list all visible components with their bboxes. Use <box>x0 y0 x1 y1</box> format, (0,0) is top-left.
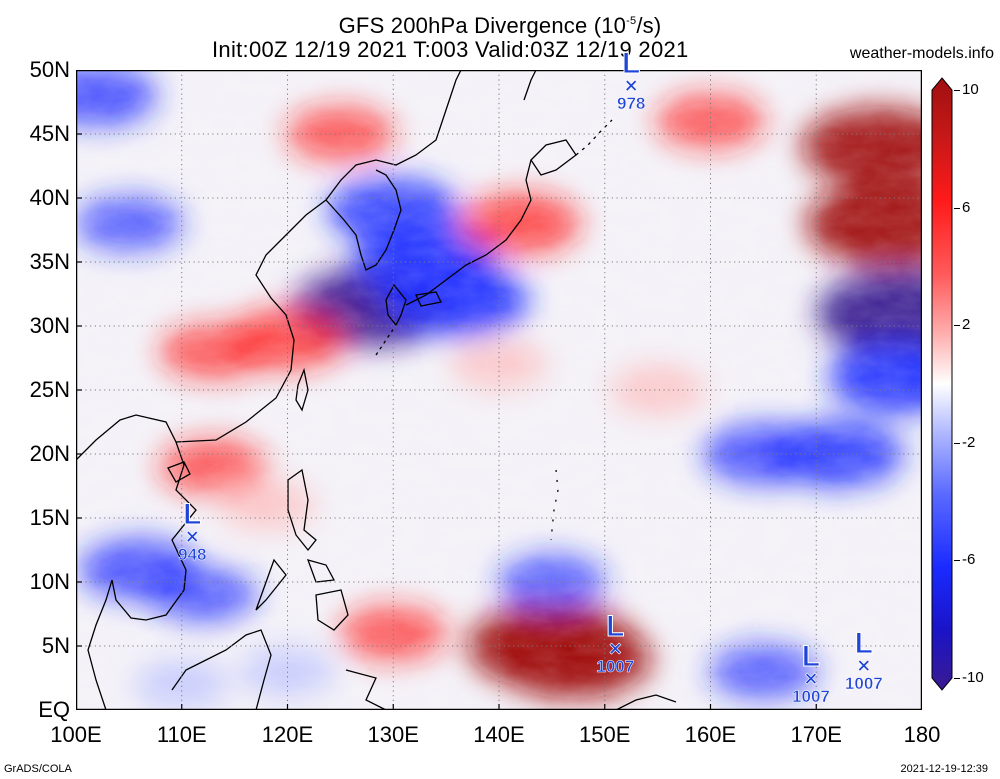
coastline-sakhalin <box>523 70 537 101</box>
low-center-icon: × <box>608 636 622 662</box>
source-label: weather-models.info <box>849 45 994 62</box>
lon-tick-label: 110E <box>156 722 207 747</box>
low-letter: L <box>854 627 873 661</box>
low-948: L × 948 <box>162 497 222 564</box>
low-pressure-value: 948 <box>178 544 207 564</box>
map-panel <box>76 70 922 710</box>
lat-tick-label: 20N <box>29 441 70 466</box>
lon-tick-label: 100E <box>50 722 102 747</box>
coastline-new-guinea <box>615 694 677 710</box>
lat-tick-label: 5N <box>41 633 70 658</box>
lon-tick-label: 120E <box>261 722 314 747</box>
coastline-taiwan <box>295 367 309 412</box>
coastline-sulawesi <box>345 669 387 710</box>
lat-lon-grid <box>76 70 922 710</box>
lon-tick-label: 160E <box>684 722 737 747</box>
lat-tick-label: 30N <box>29 313 70 338</box>
coastline-visayas <box>306 559 336 583</box>
footer-timestamp: 2021-12-19-12:39 <box>900 763 988 775</box>
colorbar-tick-label: -10 <box>962 669 984 686</box>
lat-tick-label: 10N <box>29 569 70 594</box>
coastline-mindanao <box>315 589 349 631</box>
colorbar-tick-mark <box>954 90 960 91</box>
coastline-hainan <box>167 461 191 483</box>
lat-tick-label: 45N <box>29 121 70 146</box>
low-letter: L <box>622 47 641 81</box>
lon-tick-label: 140E <box>473 722 525 747</box>
coastline-luzon <box>287 468 317 552</box>
colorbar-tick-mark <box>954 442 960 444</box>
colorbar <box>931 77 953 691</box>
lat-tick-label: EQ <box>38 697 70 722</box>
low-1007-c: L × 1007 <box>834 627 894 694</box>
low-center-icon: × <box>624 73 638 99</box>
lat-tick-label: 40N <box>29 185 70 210</box>
low-center-icon: × <box>857 653 871 679</box>
lat-tick-label: 35N <box>29 249 70 274</box>
colorbar-tick-mark <box>954 678 960 679</box>
colorbar-tick-label: -2 <box>962 433 976 451</box>
coastline-japan-kyushu <box>385 283 407 327</box>
lon-tick-label: 130E <box>367 722 419 747</box>
axis-tick-marks <box>76 70 922 710</box>
footer-credit: GrADS/COLA <box>4 763 72 775</box>
colorbar-tick-mark <box>954 207 960 209</box>
coastline-mainland-asia <box>76 414 197 710</box>
low-letter: L <box>801 639 821 673</box>
coastline-palawan <box>255 558 287 611</box>
chart-subtitle: Init:00Z 12/19 2021 T:003 Valid:03Z 12/1… <box>212 37 689 62</box>
coastline-japan-shikoku <box>415 291 442 307</box>
lon-tick-label: 170E <box>790 722 842 747</box>
low-pressure-value: 978 <box>617 94 646 114</box>
divergence-map <box>76 70 922 710</box>
chart-title: GFS 200hPa Divergence (10-5/s) <box>338 13 662 38</box>
low-1007-b: L × 1007 <box>781 639 841 706</box>
colorbar-tick-mark <box>954 325 960 327</box>
low-pressure-value: 1007 <box>844 674 883 694</box>
colorbar-tick-mark <box>954 560 960 562</box>
lat-tick-label: 25N <box>29 377 70 402</box>
lon-tick-label: 150E <box>579 722 631 747</box>
low-978: L × 978 <box>601 47 661 114</box>
colorbar-tick-label: 6 <box>962 198 971 216</box>
coastline-korea <box>325 169 402 271</box>
coastline-japan-honshu <box>405 159 532 306</box>
coastline-marianas <box>550 469 559 541</box>
low-center-icon: × <box>804 665 818 691</box>
low-letter: L <box>606 610 625 644</box>
colorbar-tick-label: 10 <box>962 81 979 98</box>
colorbar-tick-label: -6 <box>962 551 976 569</box>
coastline-china-east <box>175 70 462 443</box>
coastline-kurils <box>575 119 613 156</box>
low-center-icon: × <box>185 523 199 549</box>
low-1007-a: L × 1007 <box>585 610 645 677</box>
coastlines <box>76 70 677 710</box>
coastline-borneo <box>171 629 272 710</box>
low-pressure-value: 1007 <box>792 686 830 706</box>
low-pressure-value: 1007 <box>596 657 635 677</box>
lat-tick-label: 50N <box>29 57 70 82</box>
colorbar-scale <box>931 77 953 691</box>
lat-tick-label: 15N <box>29 505 70 530</box>
low-letter: L <box>183 497 202 531</box>
lon-tick-label: 180 <box>903 722 941 747</box>
colorbar-tick-label: 2 <box>962 316 971 334</box>
